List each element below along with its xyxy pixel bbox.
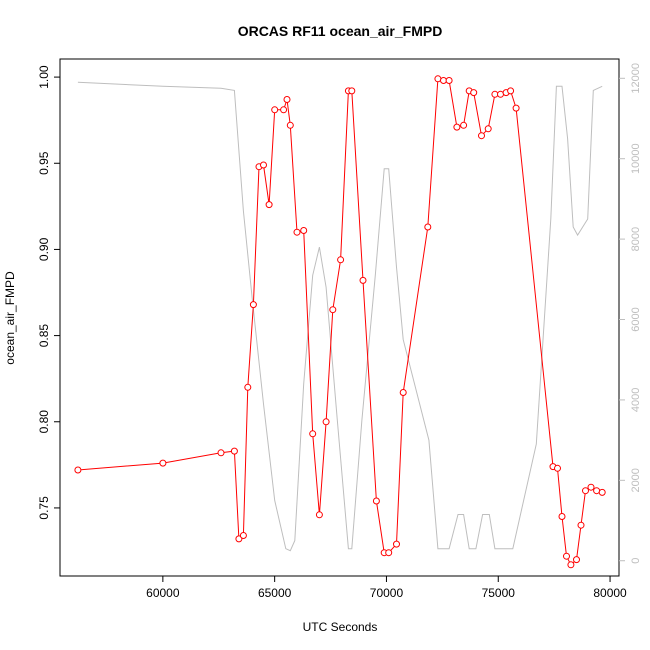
y-axis-left: 0.75 0.80 0.85 0.90 0.95 1.00 <box>37 65 60 520</box>
chart-title: ORCAS RF11 ocean_air_FMPD <box>238 23 443 39</box>
y-tick-label: 0.90 <box>37 237 51 261</box>
data-point <box>293 228 301 236</box>
y-tick-label: 0.85 <box>37 324 51 348</box>
data-point <box>271 106 279 114</box>
series-line-right <box>77 81 603 552</box>
x-tick-label: 80000 <box>593 586 627 600</box>
data-point <box>239 532 247 539</box>
data-point <box>593 487 601 495</box>
data-point <box>478 132 485 140</box>
x-axis-label: UTC Seconds <box>303 620 378 634</box>
data-point <box>315 511 323 519</box>
data-point <box>497 90 504 98</box>
y-axis-right: 0 2000 4000 6000 8000 10000 12000 <box>619 63 642 564</box>
y-tick-label: 0.95 <box>37 151 51 175</box>
y2-tick-label: 10000 <box>630 143 642 174</box>
data-point <box>249 301 257 309</box>
data-point <box>445 77 453 84</box>
data-point <box>372 497 380 505</box>
data-point <box>329 306 337 314</box>
y2-tick-label: 12000 <box>630 63 642 94</box>
data-point <box>300 227 308 234</box>
data-point <box>280 106 288 114</box>
y-axis-label: ocean_air_FMPD <box>3 271 17 365</box>
data-point <box>74 466 82 474</box>
data-point <box>558 513 566 520</box>
data-point <box>309 430 317 438</box>
data-point <box>434 75 442 83</box>
data-point <box>217 449 225 457</box>
x-tick-label: 70000 <box>370 586 404 600</box>
data-point <box>322 418 330 426</box>
data-point <box>554 464 561 472</box>
y2-tick-label: 8000 <box>630 227 642 251</box>
data-point <box>582 487 589 495</box>
data-point <box>244 383 252 391</box>
data-point <box>337 256 345 264</box>
data-point <box>230 447 238 455</box>
data-point <box>265 201 273 209</box>
data-point <box>424 223 432 231</box>
data-point <box>399 389 407 396</box>
data-point <box>587 483 595 491</box>
x-tick-label: 60000 <box>146 586 180 600</box>
data-point <box>577 521 585 529</box>
y2-tick-label: 0 <box>630 558 642 564</box>
data-point <box>512 104 520 112</box>
data-point <box>484 125 492 133</box>
y2-tick-label: 6000 <box>630 307 642 331</box>
data-point <box>460 121 468 129</box>
data-point <box>359 276 367 284</box>
x-tick-label: 65000 <box>258 586 292 600</box>
data-point <box>567 561 575 569</box>
x-axis: 60000 65000 70000 75000 80000 <box>146 576 627 600</box>
data-point <box>393 540 400 548</box>
data-point <box>235 535 243 543</box>
data-point <box>598 488 606 496</box>
y2-tick-label: 2000 <box>630 468 642 492</box>
data-point <box>563 552 570 560</box>
series-altitude-layer <box>77 81 603 552</box>
x-tick-label: 75000 <box>482 586 516 600</box>
data-point <box>348 87 356 95</box>
data-point <box>385 549 393 557</box>
y2-tick-label: 4000 <box>630 388 642 412</box>
data-point <box>286 121 294 129</box>
data-point <box>453 123 461 131</box>
data-point <box>260 161 267 169</box>
data-point <box>507 87 515 95</box>
data-point <box>283 96 291 103</box>
series-fmpd-layer <box>74 75 606 569</box>
data-point <box>470 89 478 97</box>
data-point <box>573 556 580 564</box>
y-tick-label: 0.75 <box>37 496 51 520</box>
y-tick-label: 1.00 <box>37 65 51 89</box>
data-point <box>159 459 167 467</box>
y-tick-label: 0.80 <box>37 410 51 434</box>
plot-area-border <box>59 58 620 577</box>
